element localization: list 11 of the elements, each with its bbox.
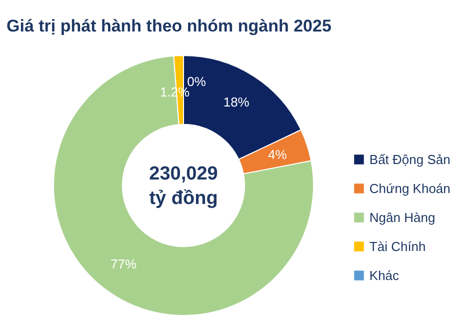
data-label: 77% — [110, 256, 137, 272]
data-label: 18% — [223, 94, 250, 110]
text: 0% — [187, 74, 206, 89]
chart-title: Giá trị phát hành theo nhóm ngành 2025 — [6, 16, 332, 36]
text: 230,029 tỷ đồng — [149, 164, 218, 209]
data-label: 4% — [268, 147, 288, 162]
legend-label: Ngân Hàng — [369, 210, 436, 225]
legend-label: Khác — [369, 268, 400, 283]
legend-label: Bất Động Sản — [369, 152, 450, 167]
legend-label: Chứng Khoán — [369, 181, 450, 196]
legend-label: Tài Chính — [369, 239, 426, 254]
